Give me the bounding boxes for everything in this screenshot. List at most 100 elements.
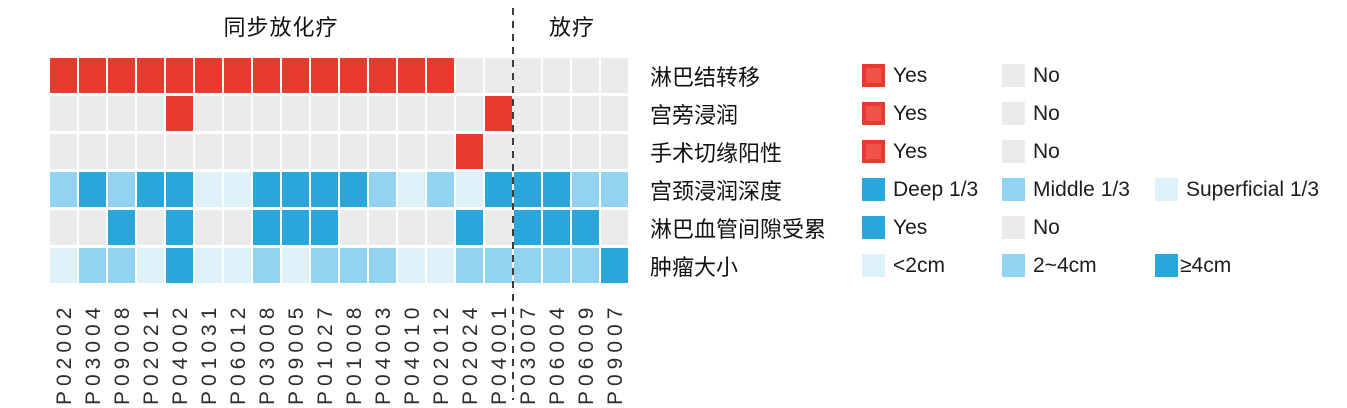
patient-id-label: P01027 — [314, 302, 337, 405]
heatmap-cell — [369, 210, 396, 245]
heatmap-cell — [601, 210, 628, 245]
heatmap-cell — [601, 58, 628, 93]
legend-swatch — [862, 140, 885, 163]
heatmap-cell — [253, 248, 280, 283]
legend-label: No — [1033, 63, 1060, 87]
heatmap-cell — [166, 96, 193, 131]
heatmap-cell — [224, 172, 251, 207]
legend-label: Yes — [893, 101, 928, 125]
patient-id-label: P04010 — [401, 302, 424, 405]
legend-entry: No — [1002, 216, 1060, 240]
patient-id-label: P04002 — [169, 302, 192, 405]
heatmap-cell — [137, 134, 164, 169]
patient-id-label: P04001 — [488, 302, 511, 405]
legend-entry: No — [1002, 140, 1060, 164]
heatmap-cell — [398, 58, 425, 93]
heatmap-cell — [195, 248, 222, 283]
heatmap-cell — [572, 134, 599, 169]
heatmap-cell — [50, 134, 77, 169]
legend-entry: No — [1002, 102, 1060, 126]
legend-swatch — [862, 178, 885, 201]
heatmap-cell — [224, 96, 251, 131]
heatmap-cell — [340, 248, 367, 283]
patient-id-label: P01008 — [343, 302, 366, 405]
heatmap-cell — [137, 210, 164, 245]
patient-id-label: P09005 — [285, 302, 308, 405]
patient-id-label: P02024 — [459, 302, 482, 405]
legend-label: Middle 1/3 — [1033, 177, 1130, 201]
heatmap-cell — [166, 172, 193, 207]
patient-id-label: P02021 — [140, 302, 163, 405]
heatmap-cell — [253, 210, 280, 245]
heatmap-cell — [79, 248, 106, 283]
legend-entry: No — [1002, 64, 1060, 88]
heatmap-cell — [282, 248, 309, 283]
patient-id-label: P09007 — [604, 302, 627, 405]
heatmap-cell — [195, 210, 222, 245]
heatmap-cell — [485, 248, 512, 283]
patient-id-label: P02012 — [430, 302, 453, 405]
row-label: 淋巴结转移 — [650, 64, 761, 90]
heatmap-cell — [427, 58, 454, 93]
row-label: 宫旁浸润 — [650, 102, 739, 128]
legend-label: Yes — [893, 63, 928, 87]
heatmap-cell — [485, 134, 512, 169]
heatmap-cell — [340, 134, 367, 169]
heatmap-cell — [543, 248, 570, 283]
legend-swatch — [1002, 140, 1025, 163]
patient-id-label: P06009 — [575, 302, 598, 405]
row-label: 手术切缘阳性 — [650, 140, 783, 166]
group-title-radiotherapy: 放疗 — [548, 15, 595, 40]
heatmap-cell — [514, 134, 541, 169]
heatmap-cell — [340, 172, 367, 207]
heatmap-cell — [108, 58, 135, 93]
heatmap-cell — [456, 58, 483, 93]
heatmap-cell — [50, 248, 77, 283]
heatmap-cell — [572, 248, 599, 283]
heatmap-cell — [282, 210, 309, 245]
legend-swatch — [862, 216, 885, 239]
patient-id-label: P06004 — [546, 302, 569, 405]
heatmap-cell — [50, 210, 77, 245]
heatmap-cell — [311, 172, 338, 207]
heatmap-cell — [79, 172, 106, 207]
heatmap-cell — [514, 210, 541, 245]
heatmap-grid — [50, 58, 628, 283]
heatmap-cell — [282, 134, 309, 169]
legend-entry: 2~4cm — [1002, 254, 1097, 278]
heatmap-cell — [282, 58, 309, 93]
row-label: 淋巴血管间隙受累 — [650, 216, 827, 242]
legend-label: Yes — [893, 139, 928, 163]
heatmap-cell — [50, 96, 77, 131]
heatmap-cell — [456, 210, 483, 245]
heatmap-cell — [137, 248, 164, 283]
heatmap-cell — [137, 172, 164, 207]
heatmap-cell — [572, 58, 599, 93]
heatmap-cell — [311, 210, 338, 245]
heatmap-cell — [601, 172, 628, 207]
heatmap-cell — [543, 172, 570, 207]
legend-swatch — [1002, 216, 1025, 239]
heatmap-cell — [514, 248, 541, 283]
heatmap-cell — [166, 134, 193, 169]
heatmap-cell — [456, 172, 483, 207]
heatmap-cell — [282, 172, 309, 207]
heatmap-cell — [456, 96, 483, 131]
heatmap-cell — [572, 96, 599, 131]
heatmap-cell — [485, 172, 512, 207]
heatmap-cell — [427, 134, 454, 169]
heatmap-cell — [224, 248, 251, 283]
heatmap-cell — [514, 58, 541, 93]
heatmap-cell — [50, 58, 77, 93]
heatmap-cell — [195, 134, 222, 169]
heatmap-cell — [427, 210, 454, 245]
heatmap-cell — [195, 58, 222, 93]
heatmap-cell — [166, 210, 193, 245]
heatmap-cell — [485, 210, 512, 245]
legend-label: No — [1033, 139, 1060, 163]
group-title-concurrent-chemoradiotherapy: 同步放化疗 — [223, 15, 339, 40]
heatmap-cell — [340, 210, 367, 245]
heatmap-cell — [340, 58, 367, 93]
heatmap-cell — [601, 134, 628, 169]
